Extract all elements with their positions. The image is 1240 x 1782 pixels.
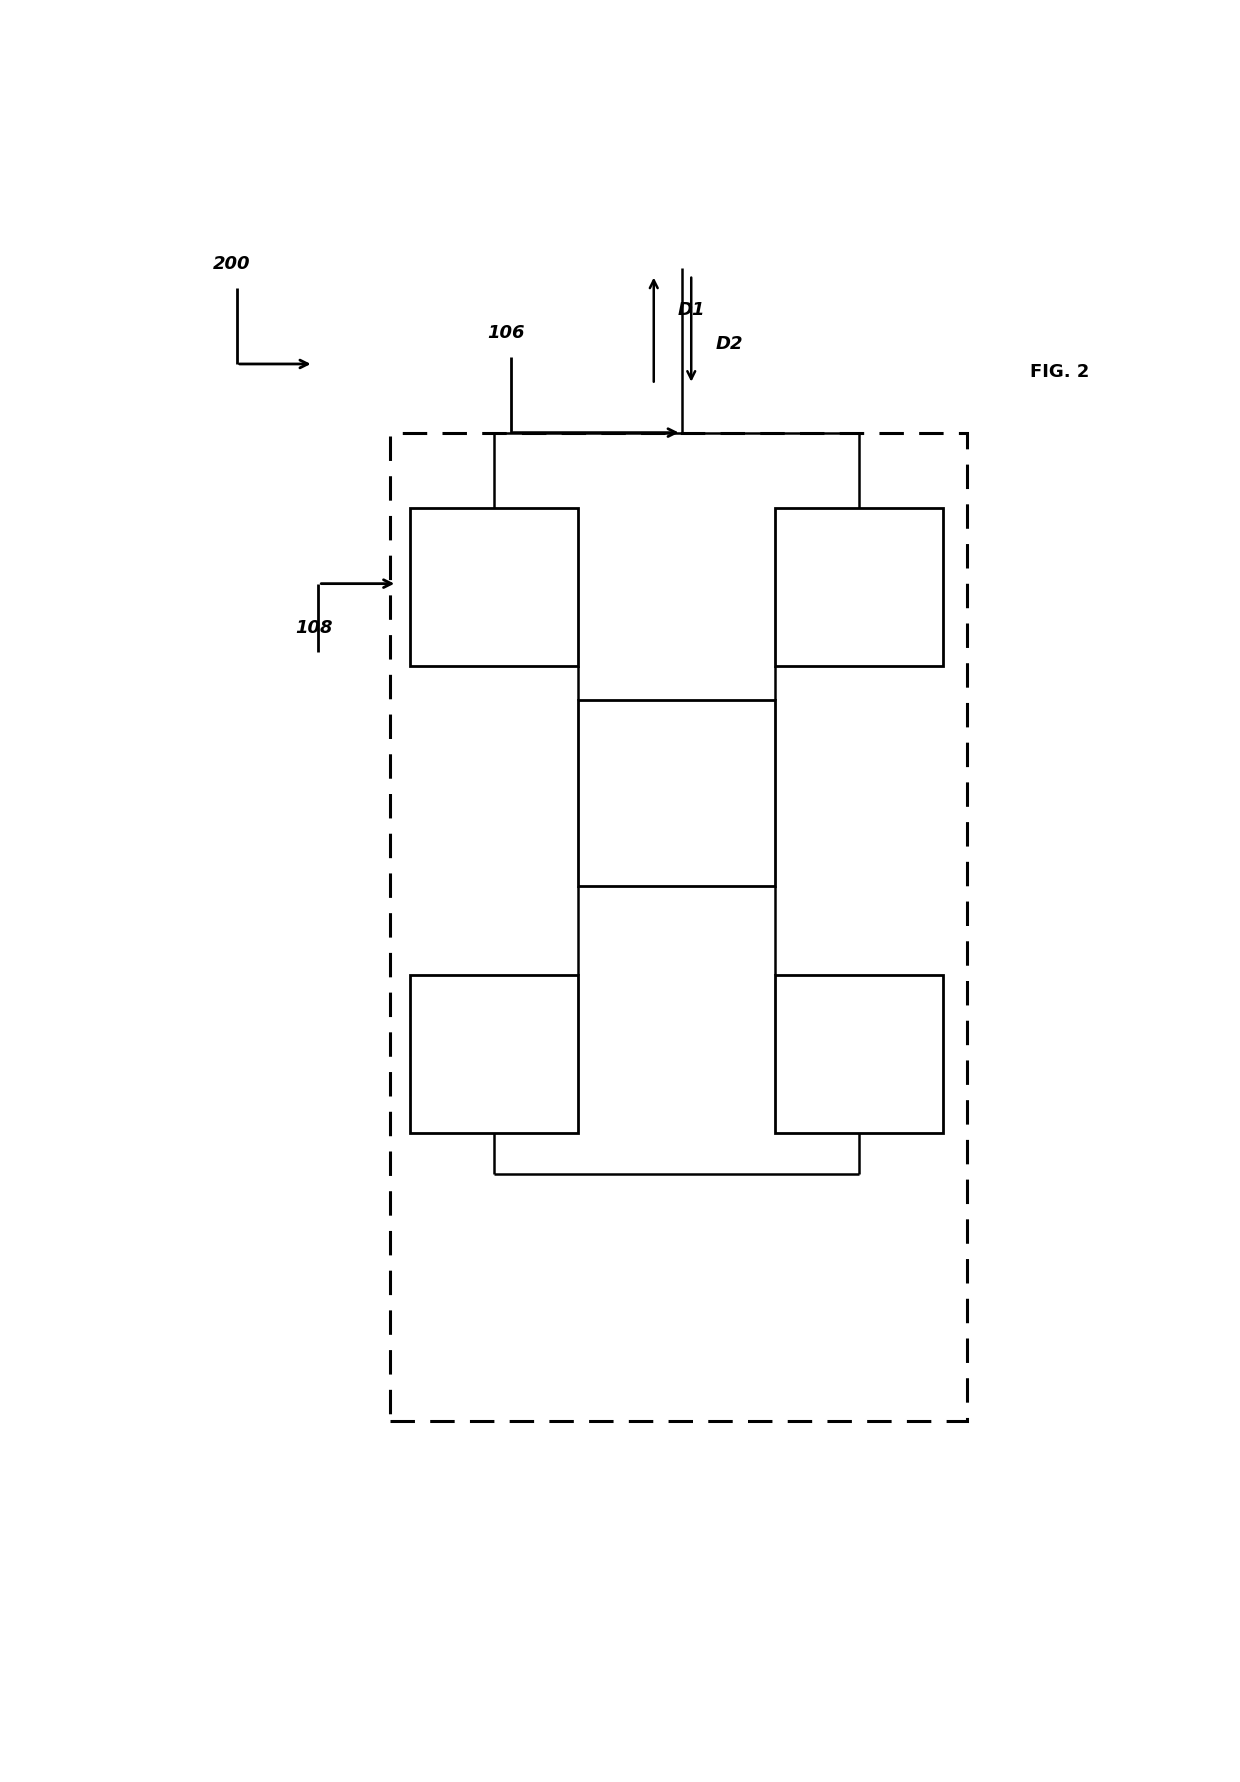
Text: D2: D2 (715, 335, 743, 353)
Bar (578, 700, 775, 886)
Bar (775, 510, 944, 666)
Text: Second Output: Second Output (807, 551, 910, 565)
Bar (391, 433, 967, 1422)
Text: First Reflection: First Reflection (443, 1018, 546, 1032)
Text: Detection Module: Detection Module (433, 1042, 556, 1055)
Text: Driver Module: Driver Module (445, 576, 543, 590)
Text: 200: 200 (213, 255, 250, 273)
Text: 210: 210 (663, 800, 689, 814)
Text: 108: 108 (295, 618, 332, 636)
Text: FIG. 2: FIG. 2 (1029, 364, 1089, 381)
Text: First Output: First Output (453, 551, 534, 565)
Text: State Device: State Device (632, 770, 720, 784)
Bar (409, 510, 578, 666)
Text: 204: 204 (846, 602, 872, 617)
Text: Detection Module: Detection Module (797, 1042, 920, 1055)
Text: 208: 208 (846, 1069, 872, 1083)
Text: Second Reflection: Second Reflection (796, 1018, 921, 1032)
Bar (409, 975, 578, 1133)
Text: Driver Module: Driver Module (810, 576, 908, 590)
Bar (775, 975, 944, 1133)
Text: 106: 106 (487, 324, 525, 342)
Text: D1: D1 (678, 301, 706, 319)
Text: 206: 206 (481, 1069, 507, 1083)
Text: 202: 202 (481, 602, 507, 617)
